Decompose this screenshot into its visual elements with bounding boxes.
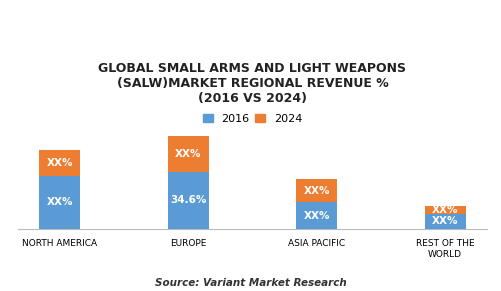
- Text: XX%: XX%: [47, 198, 73, 207]
- Bar: [39, 150, 80, 176]
- Text: XX%: XX%: [303, 186, 329, 196]
- Legend: 2016, 2024: 2016, 2024: [202, 114, 302, 124]
- Text: XX%: XX%: [431, 205, 457, 215]
- Title: GLOBAL SMALL ARMS AND LIGHT WEAPONS
(SALW)MARKET REGIONAL REVENUE %
(2016 VS 202: GLOBAL SMALL ARMS AND LIGHT WEAPONS (SAL…: [98, 62, 406, 105]
- Text: XX%: XX%: [303, 211, 329, 221]
- Text: XX%: XX%: [174, 149, 201, 159]
- Bar: [296, 180, 337, 203]
- Bar: [296, 203, 337, 229]
- Bar: [39, 176, 80, 229]
- Bar: [167, 172, 208, 229]
- Bar: [424, 214, 465, 229]
- Text: 34.6%: 34.6%: [170, 195, 206, 205]
- Text: XX%: XX%: [431, 216, 457, 226]
- Bar: [424, 206, 465, 214]
- Bar: [167, 136, 208, 172]
- Text: XX%: XX%: [47, 158, 73, 168]
- Text: Source: Variant Market Research: Source: Variant Market Research: [155, 278, 346, 288]
